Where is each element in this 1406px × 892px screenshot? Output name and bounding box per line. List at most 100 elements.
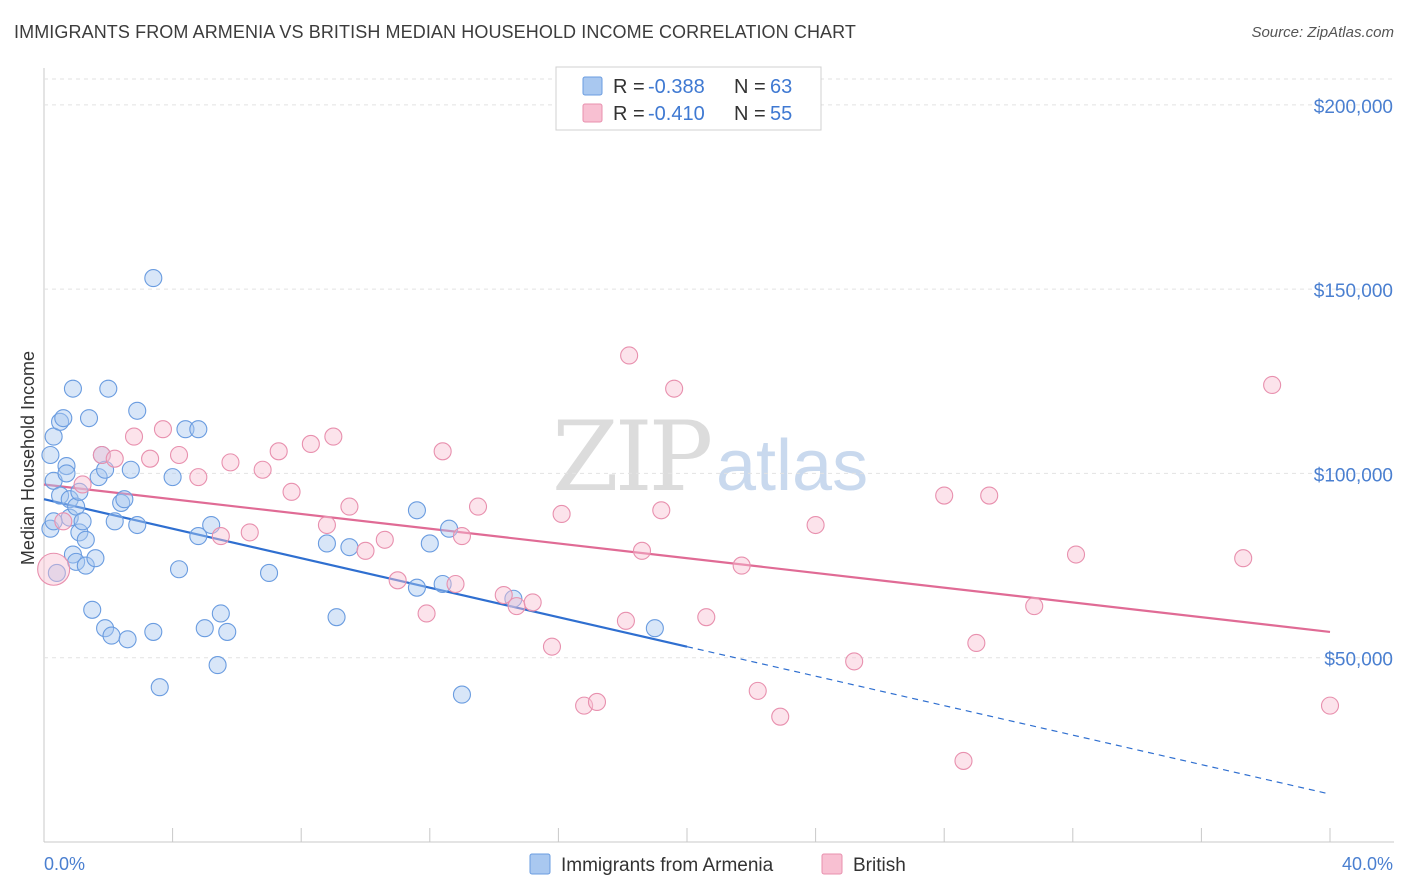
point-british: [620, 346, 639, 365]
y-tick-label: $50,000: [1324, 650, 1393, 671]
point-armenia: [73, 512, 92, 531]
watermark-atlas: atlas: [716, 426, 868, 506]
trend-line-armenia: [43, 498, 688, 648]
point-british: [468, 497, 488, 516]
point-british: [1263, 375, 1282, 395]
point-armenia: [44, 512, 63, 531]
point-british: [507, 597, 526, 616]
point-british: [282, 482, 301, 501]
point-armenia: [144, 269, 163, 288]
point-british: [652, 501, 671, 520]
point-british: [845, 652, 864, 671]
point-british: [221, 453, 240, 472]
point-british: [771, 707, 790, 726]
point-armenia: [211, 604, 230, 623]
point-armenia: [433, 574, 452, 594]
legend-r-value-1: -0.388: [648, 76, 705, 98]
point-armenia: [60, 490, 79, 509]
point-british: [523, 593, 542, 612]
point-armenia: [51, 486, 70, 505]
point-british: [1066, 545, 1086, 564]
data-points: [37, 269, 1340, 770]
point-british: [253, 460, 272, 479]
point-armenia: [195, 619, 214, 638]
point-british: [552, 504, 571, 524]
legend-r-value-2: -0.410: [648, 103, 705, 125]
bottom-legend-label-british: British: [853, 855, 906, 876]
point-british: [632, 541, 652, 560]
point-armenia: [96, 619, 115, 638]
point-british: [301, 434, 320, 453]
point-british: [806, 515, 825, 535]
point-armenia: [150, 678, 169, 697]
point-armenia: [63, 379, 82, 398]
point-armenia: [128, 515, 147, 535]
point-armenia: [420, 534, 439, 553]
y-tick-label: $200,000: [1314, 97, 1393, 118]
point-armenia: [169, 560, 189, 579]
y-axis-label: Median Household Income: [18, 351, 38, 565]
point-armenia: [218, 622, 237, 641]
point-british: [388, 571, 407, 590]
trend-lines: [43, 483, 1331, 795]
point-armenia: [317, 534, 336, 553]
point-armenia: [407, 578, 426, 597]
point-british: [169, 445, 189, 465]
point-armenia: [76, 556, 95, 575]
x-tick-label-min: 0.0%: [44, 854, 85, 874]
point-british: [317, 515, 336, 535]
legend-r-label-1: R =: [613, 76, 645, 98]
point-british: [542, 637, 562, 656]
point-british: [240, 523, 259, 542]
chart-title: IMMIGRANTS FROM ARMENIA VS BRITISH MEDIA…: [14, 22, 857, 42]
point-armenia: [176, 420, 195, 439]
x-axis-ticks: [172, 828, 1331, 842]
point-armenia: [86, 549, 105, 568]
point-british: [141, 449, 160, 468]
point-armenia: [41, 445, 60, 465]
point-armenia: [76, 530, 95, 549]
point-armenia: [163, 468, 182, 487]
point-armenia: [83, 600, 102, 619]
top-legend: R = -0.388 N = 63 R = -0.410 N = 55: [555, 66, 822, 131]
point-british: [73, 475, 92, 494]
point-armenia: [144, 622, 163, 641]
point-armenia: [57, 457, 76, 476]
point-british: [105, 449, 124, 468]
point-armenia: [115, 490, 134, 509]
point-armenia: [121, 460, 140, 479]
point-armenia: [128, 401, 147, 420]
point-british: [356, 541, 375, 560]
watermark-zip: ZIP: [552, 401, 711, 513]
point-armenia: [79, 409, 99, 428]
x-tick-label-max: 40.0%: [1342, 854, 1393, 874]
point-british: [189, 468, 208, 487]
trend-line-british: [43, 483, 1331, 634]
point-armenia: [70, 523, 89, 542]
bottom-legend: Immigrants from Armenia British: [529, 853, 906, 876]
point-british: [124, 427, 144, 446]
point-armenia: [340, 538, 359, 557]
legend-r-label-2: R =: [613, 103, 645, 125]
point-armenia: [259, 563, 279, 582]
bottom-legend-swatch-british: [821, 853, 843, 875]
point-british: [665, 379, 684, 398]
point-british: [748, 681, 767, 700]
point-british: [452, 527, 472, 546]
point-british: [1320, 696, 1340, 715]
point-british: [494, 586, 513, 605]
y-tick-label: $150,000: [1314, 281, 1393, 302]
point-british: [732, 556, 751, 575]
point-british: [954, 751, 973, 770]
point-armenia: [47, 563, 66, 582]
point-british: [324, 427, 343, 446]
point-armenia: [99, 379, 118, 398]
point-british: [417, 604, 436, 623]
legend-n-label-2: N =: [734, 103, 766, 125]
point-armenia: [102, 626, 121, 645]
point-armenia: [189, 420, 208, 439]
point-armenia: [407, 501, 426, 520]
y-tick-labels: $50,000 $100,000 $150,000 $200,000: [1314, 97, 1393, 671]
point-armenia: [452, 685, 472, 704]
